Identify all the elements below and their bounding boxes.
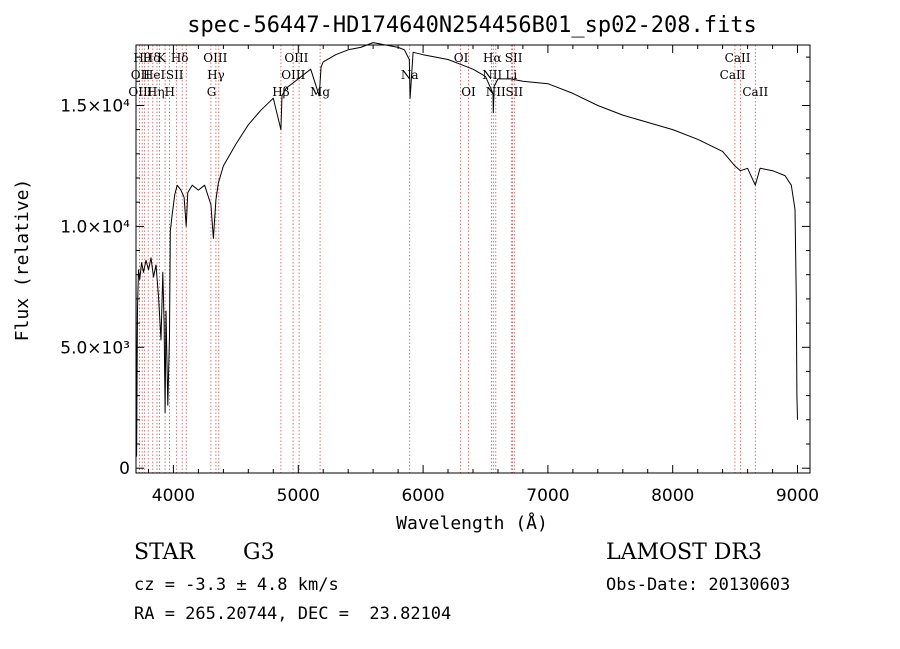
line-marker-label: Hδ: [171, 51, 189, 65]
x-axis-label: Wavelength (Å): [396, 512, 548, 534]
line-marker-label: Hα: [483, 51, 502, 65]
line-marker-label: SII: [505, 51, 523, 65]
line-marker-label: Hγ: [207, 68, 225, 82]
survey-name: LAMOST DR3: [606, 540, 762, 565]
object-subclass: G3: [243, 540, 275, 565]
line-marker-label: OIII: [203, 51, 227, 65]
y-axis-label: Flux (relative): [12, 179, 33, 342]
x-tick-label: 4000: [152, 486, 195, 506]
y-tick-label: 0: [119, 459, 130, 479]
y-tick-label: 1.0×10⁴: [60, 217, 130, 237]
line-marker-label: K: [157, 51, 167, 65]
line-marker-label: Hθ: [133, 51, 151, 65]
line-marker-label: NII: [482, 68, 502, 82]
line-marker-label: CaII: [742, 85, 768, 99]
line-marker-label: OI: [461, 85, 476, 99]
line-marker-label: G: [207, 85, 217, 99]
line-marker-label: Hη: [147, 85, 165, 99]
line-marker-label: Hδ: [143, 51, 161, 65]
line-marker-label: SII: [505, 85, 523, 99]
coordinates-text: RA = 265.20744, DEC = 23.82104: [134, 604, 452, 624]
plot-frame: [135, 44, 811, 474]
line-marker-label: CaII: [720, 68, 746, 82]
line-marker-label: HeI: [143, 68, 166, 82]
line-marker-label: CaII: [725, 51, 751, 65]
line-marker-label: H: [164, 85, 174, 99]
x-tick-label: 5000: [277, 486, 320, 506]
x-tick-label: 6000: [401, 486, 444, 506]
line-marker-label: NII: [486, 85, 506, 99]
x-tick-label: 7000: [526, 486, 569, 506]
x-axis: 4000 5000 6000 7000 8000 9000: [148, 45, 819, 506]
redshift-text: cz = -3.3 ± 4.8 km/s: [134, 575, 339, 595]
x-tick-label: 9000: [776, 486, 819, 506]
line-marker-label: OIII: [284, 51, 308, 65]
spectrum-line: [135, 42, 798, 457]
x-tick-label: 8000: [651, 486, 694, 506]
line-marker-label: OI: [454, 51, 469, 65]
line-marker-label: Li: [505, 68, 517, 82]
line-marker-label: Mg: [310, 85, 330, 99]
spectral-line-markers: [138, 45, 756, 473]
y-tick-label: 1.5×10⁴: [60, 97, 130, 117]
chart-title: spec-56447-HD174640N254456B01_sp02-208.f…: [187, 13, 757, 38]
y-tick-label: 5.0×10³: [60, 338, 130, 358]
spectrum-series: [135, 42, 798, 457]
line-marker-label: OIII: [128, 85, 152, 99]
line-marker-label: SII: [166, 68, 184, 82]
y-axis: 0 5.0×10³ 1.0×10⁴ 1.5×10⁴: [60, 56, 810, 479]
object-class: STAR: [134, 540, 195, 565]
line-marker-label: OIII: [281, 68, 305, 82]
observation-date: Obs-Date: 20130603: [606, 575, 791, 595]
